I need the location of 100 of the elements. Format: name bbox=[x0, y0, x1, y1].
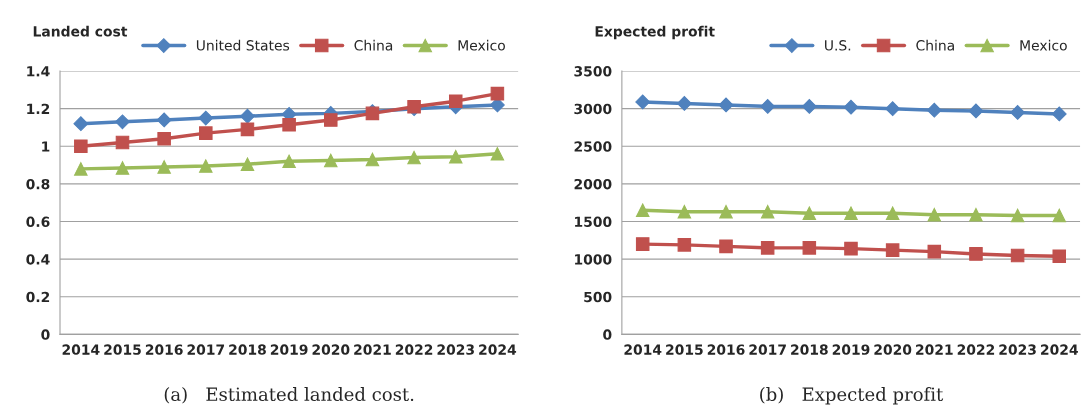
y-tick-label: 500 bbox=[584, 291, 612, 303]
x-tick-label: 2016 bbox=[707, 344, 745, 355]
point bbox=[198, 110, 214, 126]
point bbox=[199, 159, 213, 173]
point bbox=[968, 103, 984, 119]
y-tick-label: 2000 bbox=[574, 178, 612, 190]
point bbox=[1052, 208, 1067, 223]
x-tick-label: 2018 bbox=[791, 344, 828, 355]
point bbox=[635, 237, 650, 251]
y-tick-label: 1500 bbox=[575, 216, 612, 228]
point bbox=[719, 239, 733, 254]
x-tick-label: 2015 bbox=[666, 344, 703, 355]
point bbox=[199, 126, 213, 140]
point bbox=[240, 122, 255, 137]
point bbox=[407, 150, 421, 165]
point bbox=[1010, 248, 1025, 263]
point bbox=[843, 99, 859, 115]
point bbox=[885, 101, 901, 117]
point bbox=[927, 208, 942, 222]
x-tick-label: 2020 bbox=[874, 344, 912, 355]
x-tick-label: 2019 bbox=[832, 344, 870, 355]
point bbox=[157, 160, 171, 174]
legend-label: U.S. bbox=[825, 40, 851, 51]
point bbox=[282, 154, 296, 169]
point bbox=[969, 208, 983, 222]
point bbox=[677, 204, 692, 219]
point bbox=[240, 108, 255, 124]
point bbox=[1051, 106, 1067, 122]
legend-label: Mexico bbox=[1020, 39, 1067, 51]
y-tick-label: 0 bbox=[41, 329, 50, 340]
x-tick-label: 2021 bbox=[916, 344, 953, 355]
y-tick-label: 3000 bbox=[574, 103, 612, 115]
point bbox=[157, 132, 171, 146]
point bbox=[802, 206, 817, 221]
x-tick-label: 2017 bbox=[187, 344, 225, 355]
y-tick-label: 1.4 bbox=[27, 66, 50, 77]
point bbox=[635, 94, 651, 110]
point bbox=[801, 99, 817, 114]
y-tick-label: 0.6 bbox=[26, 216, 50, 228]
point bbox=[802, 241, 817, 255]
x-tick-label: 2014 bbox=[624, 344, 662, 355]
point bbox=[676, 96, 692, 111]
y-tick-label: 2500 bbox=[574, 141, 612, 152]
y-tick-label: 0.4 bbox=[26, 254, 50, 265]
point bbox=[1010, 208, 1025, 223]
point bbox=[635, 203, 650, 218]
point bbox=[760, 241, 775, 255]
point bbox=[282, 117, 296, 132]
text: (a) Estimated landed cost. bbox=[164, 387, 414, 404]
point bbox=[969, 247, 983, 261]
x-tick-label: 2022 bbox=[957, 344, 995, 355]
point bbox=[365, 152, 380, 167]
x-tick-label: 2024 bbox=[1041, 344, 1078, 355]
point bbox=[240, 157, 255, 171]
point bbox=[490, 86, 505, 101]
chart-title: Landed cost bbox=[33, 25, 128, 37]
point bbox=[324, 113, 338, 127]
point bbox=[115, 135, 130, 150]
x-tick-label: 2014 bbox=[62, 344, 100, 355]
x-tick-label: 2015 bbox=[104, 344, 141, 355]
y-tick-label: 0 bbox=[603, 329, 612, 340]
point bbox=[926, 102, 942, 118]
point bbox=[324, 153, 338, 168]
legend-label: United States bbox=[196, 39, 290, 51]
y-tick-label: 0.2 bbox=[26, 291, 50, 303]
x-tick-label: 2018 bbox=[229, 344, 266, 355]
point bbox=[74, 162, 88, 176]
point bbox=[719, 204, 733, 219]
y-tick-label: 1.2 bbox=[27, 103, 50, 114]
y-tick-label: 1000 bbox=[575, 254, 612, 265]
point bbox=[760, 99, 776, 114]
point bbox=[73, 116, 89, 132]
point bbox=[677, 238, 692, 252]
point bbox=[1010, 105, 1025, 120]
legend-label: China bbox=[916, 39, 954, 51]
x-tick-label: 2021 bbox=[354, 344, 391, 355]
point bbox=[490, 147, 505, 161]
legend-label: China bbox=[354, 39, 393, 51]
point bbox=[844, 241, 858, 256]
point bbox=[885, 243, 900, 257]
point bbox=[448, 149, 463, 164]
point bbox=[115, 161, 130, 175]
y-tick-label: 0.8 bbox=[26, 178, 50, 190]
legend-label: Mexico bbox=[458, 39, 505, 51]
x-tick-label: 2022 bbox=[395, 344, 433, 355]
x-tick-label: 2017 bbox=[749, 344, 786, 355]
point bbox=[156, 112, 172, 128]
point bbox=[760, 204, 775, 219]
x-tick-label: 2023 bbox=[999, 344, 1036, 355]
point bbox=[844, 206, 858, 221]
point bbox=[1052, 249, 1067, 263]
point bbox=[718, 97, 734, 113]
x-tick-label: 2016 bbox=[145, 344, 183, 355]
point bbox=[927, 244, 942, 259]
point bbox=[74, 139, 88, 154]
chart-title: Expected profit bbox=[595, 25, 715, 40]
y-tick-label: 3500 bbox=[574, 66, 612, 77]
x-tick-label: 2020 bbox=[312, 344, 350, 355]
x-tick-label: 2019 bbox=[270, 344, 308, 355]
point bbox=[448, 94, 463, 108]
